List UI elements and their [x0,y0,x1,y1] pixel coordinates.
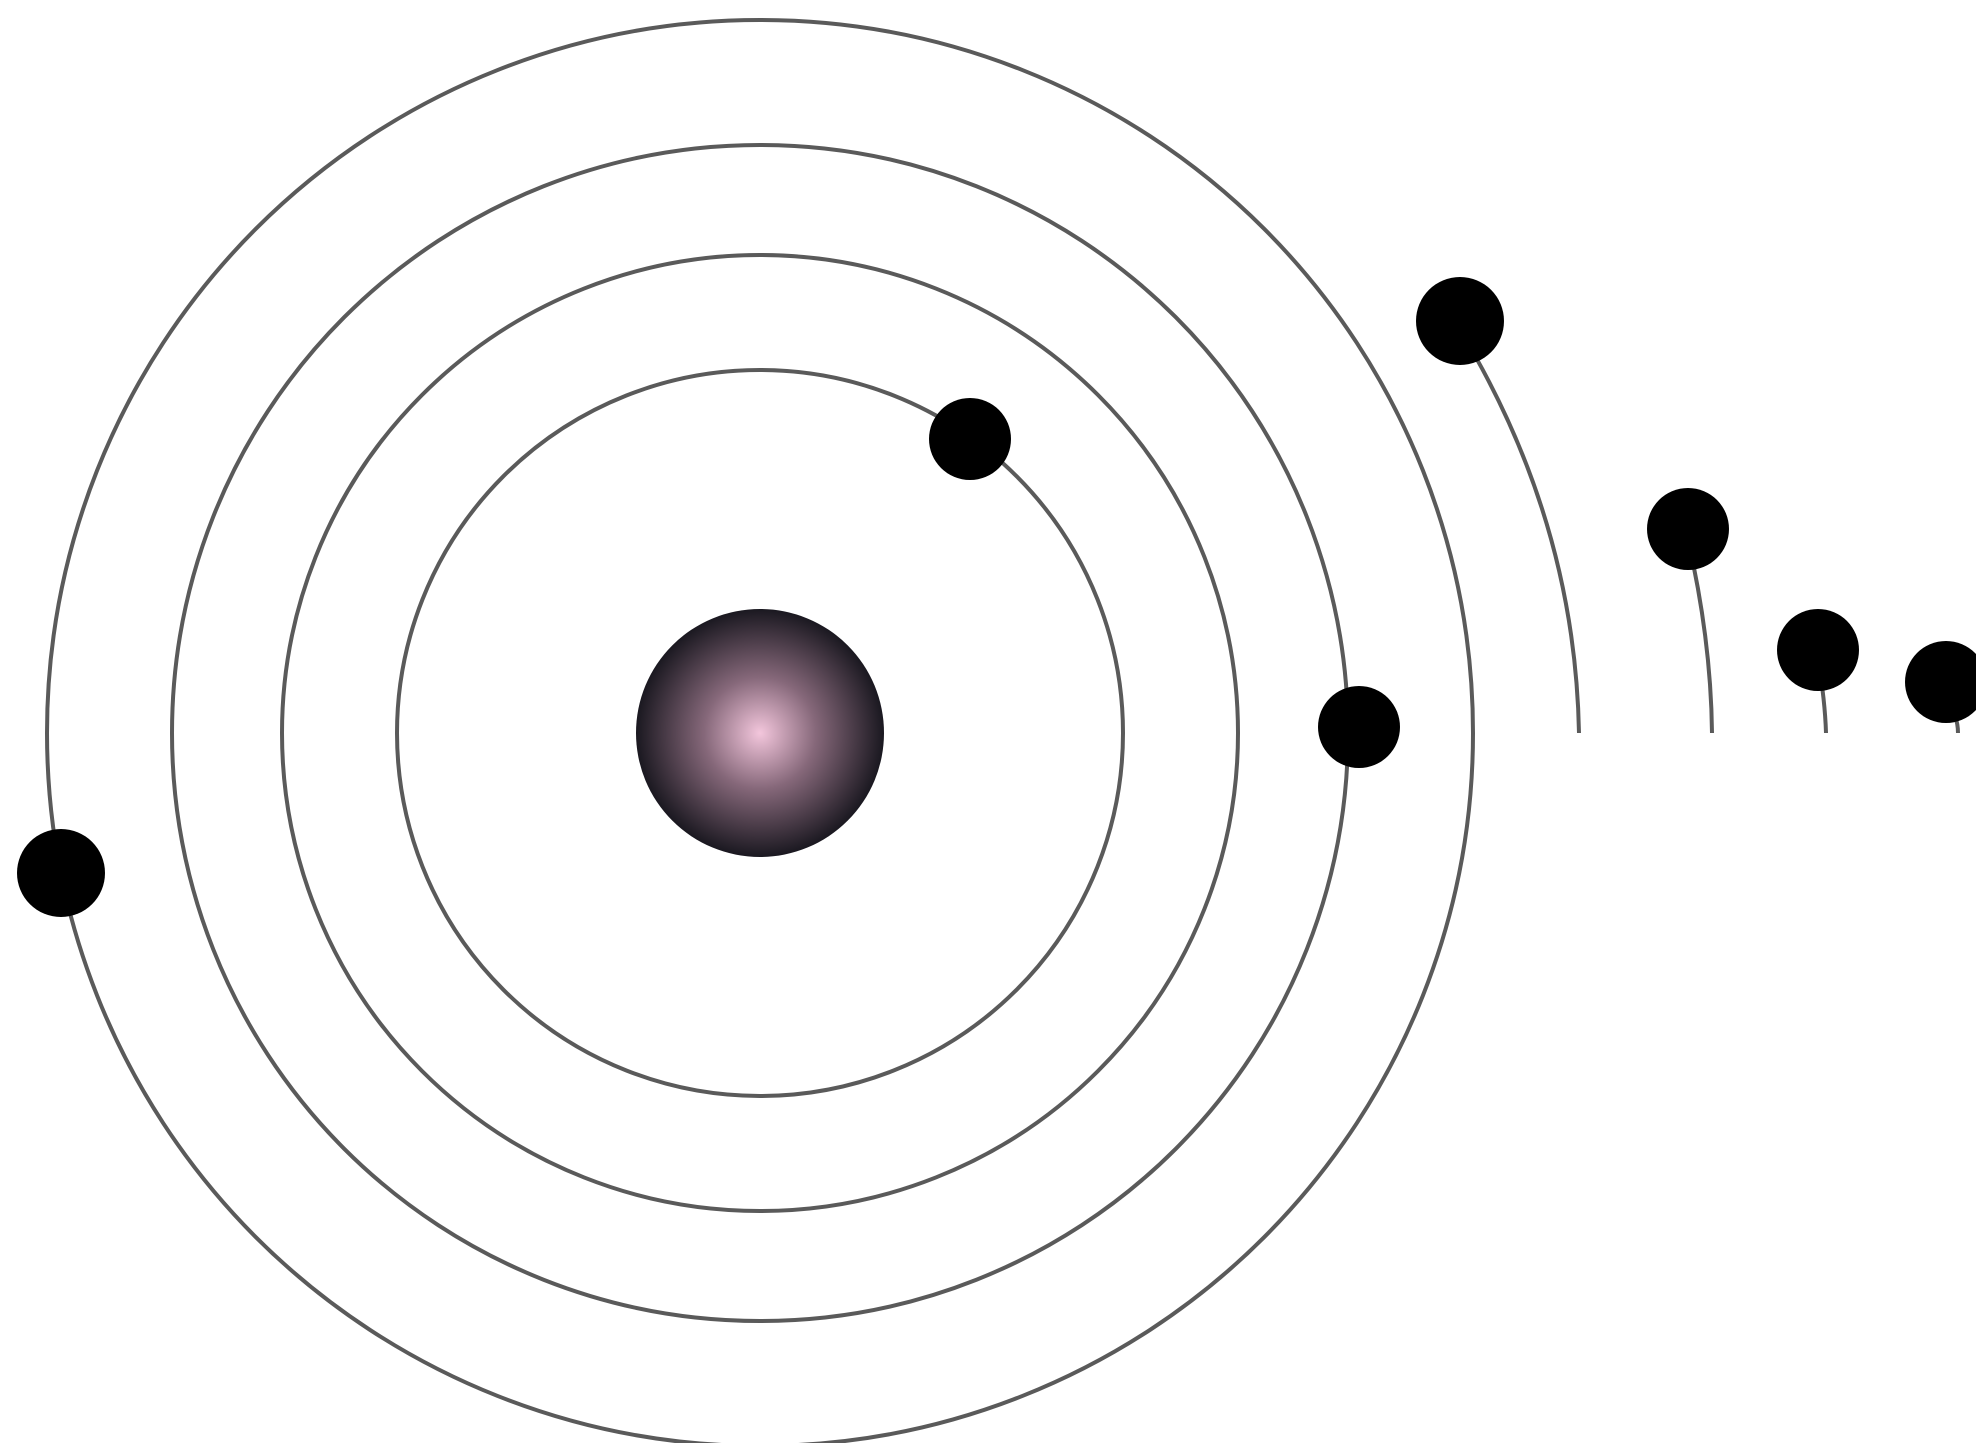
electron-7 [1905,641,1976,723]
electron-4 [1416,277,1504,365]
orbit-1 [395,368,1125,1098]
electron-5 [1647,488,1729,570]
electron-1 [929,398,1011,480]
escape-arc-1 [1458,328,1581,734]
orbit-4 [45,18,1475,1443]
electron-3 [17,829,105,917]
electron-6 [1777,609,1859,691]
orbit-2 [280,253,1240,1213]
electron-2 [1318,686,1400,768]
nucleus [636,609,884,857]
